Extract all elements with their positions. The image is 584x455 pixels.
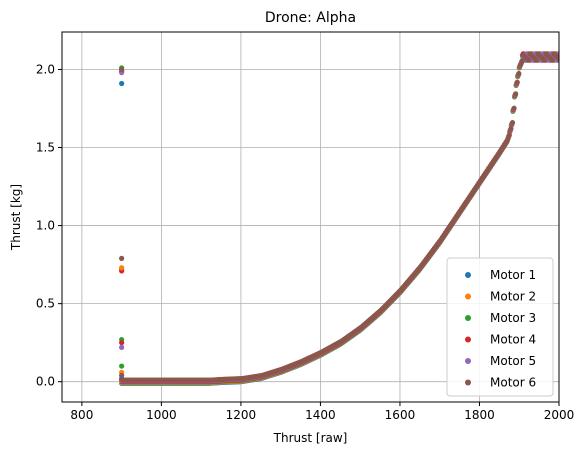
data-point (516, 70, 522, 77)
data-point (509, 119, 516, 126)
data-point (549, 57, 555, 63)
data-points (119, 51, 559, 386)
data-point (513, 91, 519, 97)
data-point (119, 340, 125, 346)
data-point (514, 79, 520, 85)
legend-label: Motor 1 (490, 268, 536, 282)
legend-label: Motor 5 (490, 354, 536, 368)
legend-label: Motor 4 (490, 333, 536, 347)
data-point (541, 57, 547, 63)
legend-label: Motor 2 (490, 290, 536, 304)
data-point (119, 363, 125, 369)
data-point (119, 265, 125, 271)
legend-label: Motor 3 (490, 311, 536, 325)
data-point (119, 255, 125, 261)
legend-marker (465, 379, 471, 386)
data-point (511, 105, 517, 111)
y-tick-label: 0.5 (36, 297, 55, 311)
x-axis-label: Thrust [raw] (273, 431, 348, 445)
legend-marker (465, 272, 471, 278)
x-tick-label: 1000 (146, 408, 177, 422)
x-tick-label: 800 (70, 408, 93, 422)
plot-frame (61, 31, 560, 403)
chart-title: Drone: Alpha (265, 10, 356, 26)
data-point (508, 126, 514, 132)
legend-marker (465, 358, 471, 364)
data-point (119, 66, 125, 73)
x-tick-label: 2000 (544, 408, 575, 422)
y-tick-label: 0.0 (36, 375, 55, 389)
data-point (519, 58, 525, 64)
y-tick-label: 1.5 (36, 141, 55, 155)
x-tick-label: 1800 (464, 408, 495, 422)
y-tick-label: 2.0 (36, 62, 55, 76)
legend-box (446, 257, 554, 397)
legend-marker (465, 336, 471, 343)
data-point (505, 136, 511, 143)
x-tick-label: 1400 (305, 408, 336, 422)
legend-label: Motor 6 (490, 376, 536, 390)
data-point (119, 80, 125, 87)
legend-marker (465, 315, 471, 321)
legend: Motor 1 Motor 2 Motor 3 Motor 4 Motor 5 Motor… (446, 257, 554, 397)
data-point (506, 132, 512, 138)
legend-marker (465, 293, 471, 300)
data-point (525, 57, 531, 63)
data-point (533, 57, 539, 63)
y-axis-label: Thrust [kg] (9, 184, 23, 251)
data-point (119, 344, 125, 350)
x-tick-label: 1600 (385, 408, 416, 422)
axis-ticks: 800 1000 1200 1400 1600 1800 2000 0.0 0.5 1.0 1.5 2… (36, 62, 574, 422)
x-tick-label: 1200 (226, 408, 257, 422)
series-6 (120, 51, 559, 383)
y-tick-label: 1.0 (36, 219, 55, 233)
